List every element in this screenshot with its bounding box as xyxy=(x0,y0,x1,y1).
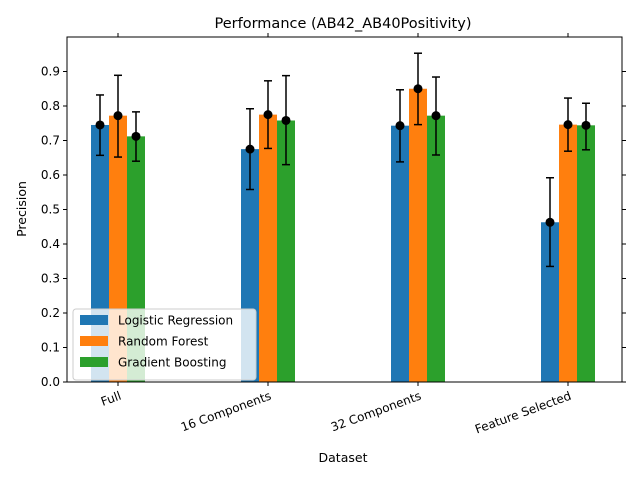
mean-point xyxy=(413,84,423,94)
y-tick-label: 0.7 xyxy=(41,134,60,148)
mean-point xyxy=(581,120,591,130)
y-tick-label: 0.0 xyxy=(41,375,60,389)
mean-point xyxy=(131,131,141,141)
y-tick-label: 0.4 xyxy=(41,237,60,251)
y-axis-label: Precision xyxy=(14,181,29,237)
mean-point xyxy=(395,121,405,131)
legend: Logistic Regression Random Forest Gradient… xyxy=(72,308,257,381)
y-tick-label: 0.2 xyxy=(41,306,60,320)
legend-label: Gradient Boosting xyxy=(118,356,226,370)
chart-title: Performance (AB42_AB40Positivity) xyxy=(215,16,472,32)
mean-point xyxy=(563,120,573,130)
y-tick-label: 0.9 xyxy=(41,65,60,79)
y-tick-label: 0.6 xyxy=(41,168,60,182)
mean-point xyxy=(95,120,105,130)
mean-point xyxy=(431,111,441,121)
bar xyxy=(541,222,559,382)
legend-swatch xyxy=(80,336,108,346)
bar xyxy=(391,125,409,382)
y-tick-label: 0.1 xyxy=(41,341,60,355)
error-bars-layer xyxy=(95,52,591,268)
legend-swatch xyxy=(80,315,108,325)
y-axis-ticks: 0.0 0.1 0.2 0.3 0.4 0.5 0.6 0.7 0.8 0.9 xyxy=(41,65,626,389)
bar xyxy=(409,88,427,382)
legend-swatch xyxy=(80,357,108,367)
bar xyxy=(277,120,295,383)
legend-items: Logistic Regression Random Forest Gradient… xyxy=(80,314,233,370)
x-axis-label: Dataset xyxy=(319,450,368,465)
mean-point xyxy=(545,217,555,227)
legend-label: Logistic Regression xyxy=(118,314,233,328)
x-tick-label: Full xyxy=(99,389,123,409)
bar xyxy=(427,115,445,382)
mean-point xyxy=(245,144,255,154)
legend-box xyxy=(72,308,257,381)
y-tick-label: 0.3 xyxy=(41,272,60,286)
mean-point xyxy=(263,110,273,120)
bar xyxy=(259,114,277,382)
mean-point xyxy=(113,111,123,121)
bar xyxy=(577,125,595,382)
y-tick-label: 0.5 xyxy=(41,203,60,217)
legend-label: Random Forest xyxy=(118,335,209,349)
y-tick-label: 0.8 xyxy=(41,99,60,113)
mean-point xyxy=(281,115,291,125)
bar xyxy=(559,124,577,382)
